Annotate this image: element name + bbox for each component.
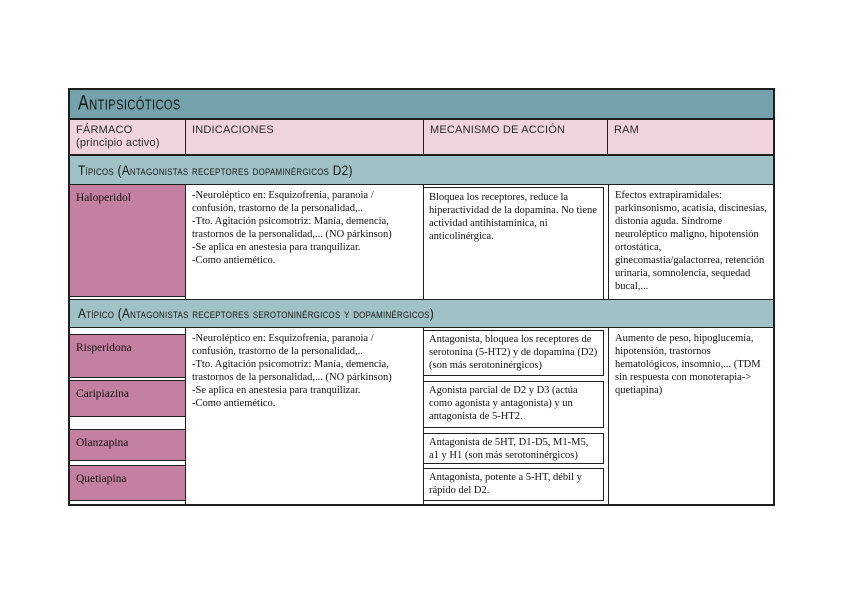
- cell-ram-haloperidol: Efectos extrapiramidales: parkinsonismo,…: [608, 185, 773, 299]
- column-header-farmaco-label: FÁRMACO: [76, 124, 133, 136]
- table-row-haloperidol: Haloperidol -Neuroléptico en: Esquizofre…: [70, 185, 773, 299]
- section-header-tipicos-label: Típicos (Antagonistas receptores dopamin…: [78, 162, 353, 178]
- ram-text-typical: Efectos extrapiramidales: parkinsonismo,…: [615, 190, 767, 292]
- cell-mechanism-haloperidol: Bloquea los receptores, reduce la hipera…: [424, 185, 608, 299]
- indications-text-typical: -Neuroléptico en: Esquizofrenia, paranoi…: [192, 190, 392, 266]
- table-section-atypical: Risperidona Caripiazina Olanzapina Queti…: [70, 328, 773, 504]
- drug-name-risperidona: Risperidona: [76, 342, 132, 354]
- atypical-drug-column: Risperidona Caripiazina Olanzapina Queti…: [70, 328, 186, 504]
- section-header-tipicos: Típicos (Antagonistas receptores dopamin…: [70, 156, 773, 185]
- mechanism-text-olanzapina: Antagonista de 5HT, D1-D5, M1-M5, a1 y H…: [429, 437, 589, 461]
- cell-indications-haloperidol: -Neuroléptico en: Esquizofrenia, paranoi…: [186, 185, 424, 299]
- mechanism-box-risperidona: Antagonista, bloquea los receptores de s…: [424, 330, 604, 376]
- indications-text-atypical: -Neuroléptico en: Esquizofrenia, paranoi…: [192, 333, 392, 409]
- column-header-indicaciones: INDICACIONES: [186, 120, 424, 154]
- drug-cell-quetiapina: Quetiapina: [70, 465, 185, 501]
- cell-ram-atypical: Aumento de peso, hipoglucemia, hipotensi…: [608, 328, 773, 504]
- atypical-mechanism-column: Antagonista, bloquea los receptores de s…: [424, 328, 608, 504]
- column-header-row: FÁRMACO (principio activo) INDICACIONES …: [70, 120, 773, 156]
- drug-name-olanzapina: Olanzapina: [76, 437, 129, 449]
- mechanism-box-haloperidol: Bloquea los receptores, reduce la hipera…: [424, 187, 604, 299]
- antipsychotics-table: Antipsicóticos FÁRMACO (principio activo…: [68, 88, 775, 506]
- drug-cell-risperidona: Risperidona: [70, 334, 185, 378]
- drug-cell-caripiazina: Caripiazina: [70, 380, 185, 417]
- mechanism-text-caripiazina: Agonista parcial de D2 y D3 (actúa como …: [429, 385, 578, 422]
- mechanism-text-quetiapina: Antagonista, potente a 5-HT, débil y ráp…: [429, 472, 582, 496]
- mechanism-box-caripiazina: Agonista parcial de D2 y D3 (actúa como …: [424, 381, 604, 428]
- section-header-atipico-label: Atípico (Antagonistas receptores seroton…: [78, 305, 435, 322]
- mechanism-box-olanzapina: Antagonista de 5HT, D1-D5, M1-M5, a1 y H…: [424, 433, 604, 464]
- mechanism-box-quetiapina: Antagonista, potente a 5-HT, débil y ráp…: [424, 468, 604, 501]
- column-header-farmaco-sublabel: (principio activo): [76, 137, 160, 149]
- drug-name-quetiapina: Quetiapina: [76, 473, 127, 485]
- cell-drug-haloperidol: Haloperidol: [70, 185, 186, 299]
- mechanism-text-haloperidol: Bloquea los receptores, reduce la hipera…: [429, 192, 597, 242]
- column-header-mecanismo: MECANISMO DE ACCIÓN: [424, 120, 608, 154]
- column-header-farmaco: FÁRMACO (principio activo): [70, 120, 186, 154]
- section-header-atipico: Atípico (Antagonistas receptores seroton…: [70, 299, 773, 328]
- drug-cell-olanzapina: Olanzapina: [70, 429, 185, 461]
- column-header-ram: RAM: [614, 124, 640, 136]
- cell-indications-atypical: -Neuroléptico en: Esquizofrenia, paranoi…: [186, 328, 424, 504]
- table-title-bar: Antipsicóticos: [70, 90, 773, 120]
- drug-cell-haloperidol: Haloperidol: [70, 185, 185, 297]
- table-title: Antipsicóticos: [78, 91, 181, 115]
- drug-name-caripiazina: Caripiazina: [76, 388, 130, 400]
- drug-name-haloperidol: Haloperidol: [76, 192, 131, 204]
- mechanism-text-risperidona: Antagonista, bloquea los receptores de s…: [429, 334, 598, 371]
- ram-text-atypical: Aumento de peso, hipoglucemia, hipotensi…: [615, 333, 761, 396]
